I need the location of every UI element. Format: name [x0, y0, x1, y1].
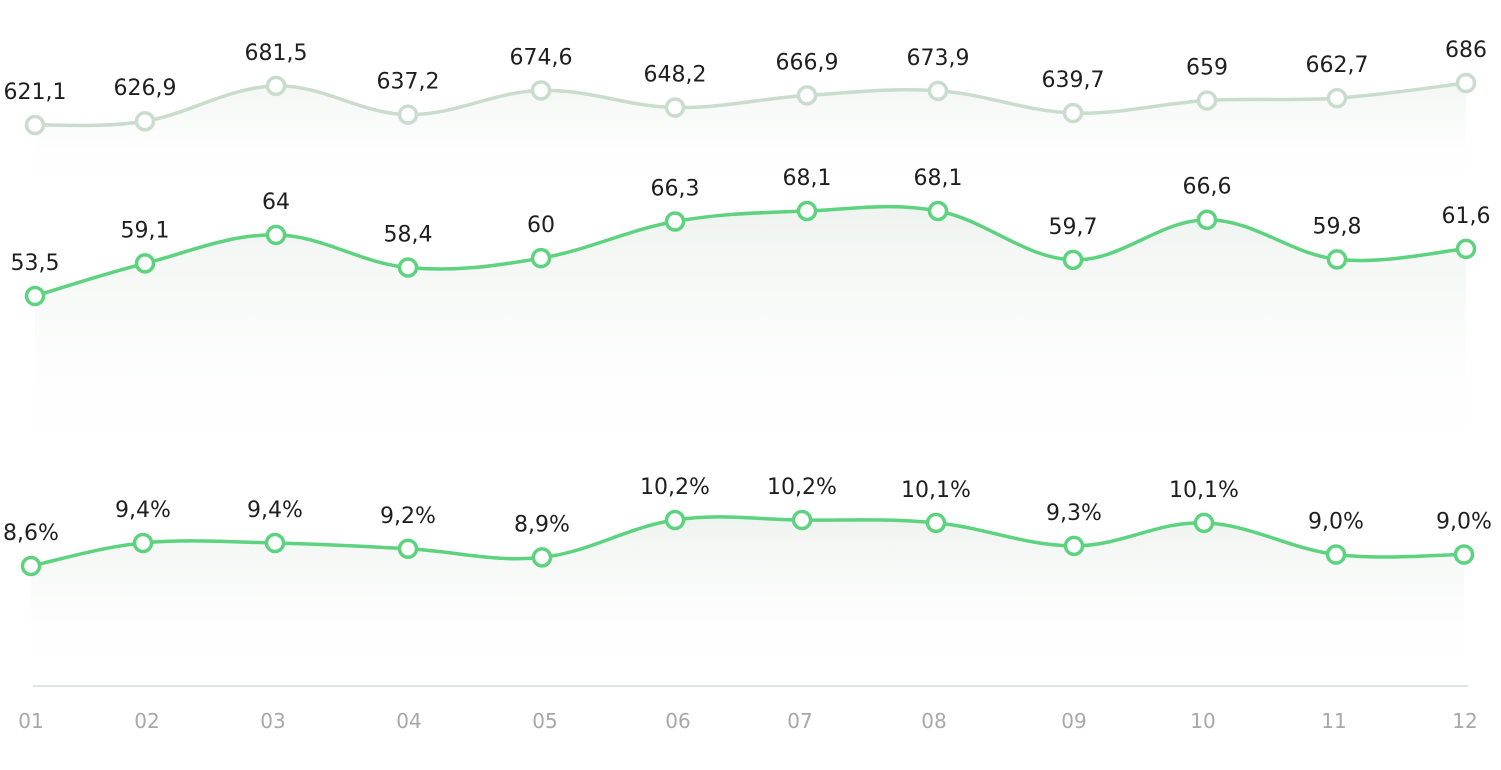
- series-1-data-label: 637,2: [377, 70, 440, 95]
- series-1-data-label: 662,7: [1306, 53, 1369, 78]
- series-2-area: [35, 206, 1466, 480]
- x-tick-label: 05: [532, 709, 557, 733]
- series-area-fills: [31, 83, 1466, 684]
- series-3-point: [132, 532, 154, 554]
- series-3-area: [31, 516, 1464, 684]
- series-1-point: [24, 114, 46, 136]
- x-tick-label: 01: [18, 709, 43, 733]
- series-1-data-label: 626,9: [114, 76, 177, 101]
- series-2-point: [1455, 238, 1477, 260]
- series-2-data-label: 68,1: [783, 166, 832, 191]
- series-1-point: [796, 85, 818, 106]
- series-1-point: [1062, 102, 1084, 124]
- series-2-point: [796, 200, 818, 222]
- series-3-data-label: 9,0%: [1436, 510, 1492, 535]
- series-2-point: [397, 257, 419, 278]
- series-1-data-label: 666,9: [776, 50, 839, 75]
- series-3-point: [531, 547, 553, 568]
- x-tick-label: 02: [134, 709, 159, 733]
- data-labels: 621,1 626,9 681,5 637,2 674,6 648,2 666,9 673,9…: [3, 38, 1492, 546]
- series-2-point: [530, 247, 552, 269]
- series-1-data-label: 681,5: [245, 41, 308, 66]
- series-3-point: [1325, 544, 1347, 565]
- x-tick-label: 04: [396, 709, 421, 733]
- series-3-point: [791, 509, 813, 531]
- series-2-point: [664, 211, 686, 232]
- series-2-point: [265, 224, 287, 246]
- series-3-point: [20, 555, 42, 577]
- series-2-data-label: 59,1: [121, 218, 170, 243]
- series-2-data-label: 59,8: [1313, 214, 1362, 239]
- series-3-data-label: 10,1%: [1169, 478, 1239, 503]
- series-2-data-label: 53,5: [11, 251, 60, 276]
- x-tick-label: 10: [1190, 709, 1215, 733]
- x-tick-label: 03: [260, 709, 285, 733]
- series-3-data-label: 8,9%: [514, 512, 570, 537]
- series-2-data-label: 61,6: [1442, 204, 1491, 229]
- series-2-point: [1062, 249, 1084, 271]
- series-3-data-label: 9,0%: [1308, 510, 1364, 535]
- series-3-data-label: 8,6%: [3, 521, 59, 546]
- series-1-point: [664, 97, 686, 118]
- series-1-data-label: 674,6: [510, 45, 573, 70]
- series-1-point: [134, 110, 156, 132]
- series-2-point: [1326, 249, 1348, 270]
- series-3-data-label: 9,2%: [380, 504, 436, 529]
- series-1-data-label: 621,1: [4, 80, 67, 105]
- series-1-point: [1326, 87, 1348, 109]
- x-tick-label: 11: [1321, 709, 1346, 733]
- series-3-point: [1063, 535, 1085, 557]
- series-3-data-label: 9,4%: [247, 498, 303, 523]
- x-tick-label: 06: [665, 709, 690, 733]
- x-tick-label: 12: [1452, 709, 1477, 733]
- series-3-point: [664, 509, 686, 531]
- series-1-point: [927, 80, 949, 102]
- series-2-data-label: 60: [527, 213, 555, 238]
- series-1-data-label: 673,9: [907, 46, 970, 71]
- series-3-point: [1453, 544, 1475, 565]
- x-tick-label: 09: [1061, 709, 1086, 733]
- series-2-point: [134, 253, 156, 274]
- series-3-point: [1193, 512, 1215, 534]
- series-3-data-label: 10,2%: [767, 475, 837, 500]
- series-1-data-label: 648,2: [644, 62, 707, 87]
- series-1-point: [530, 80, 552, 101]
- series-points: [20, 72, 1477, 577]
- series-3-data-label: 9,3%: [1046, 501, 1102, 526]
- series-1-data-label: 639,7: [1042, 68, 1105, 93]
- x-tick-label: 08: [921, 709, 946, 733]
- series-3-point: [264, 532, 286, 554]
- series-3-data-label: 10,1%: [901, 478, 971, 503]
- series-2-data-label: 58,4: [384, 222, 433, 247]
- series-2-point: [1196, 209, 1218, 230]
- series-3-data-label: 10,2%: [640, 475, 710, 500]
- series-2-data-label: 68,1: [914, 166, 963, 191]
- series-2-point: [927, 200, 949, 222]
- series-3-data-label: 9,4%: [115, 498, 171, 523]
- series-1-point: [1196, 90, 1218, 111]
- series-1-data-label: 659: [1186, 55, 1228, 80]
- series-3-point: [397, 538, 419, 559]
- series-2-data-label: 66,6: [1183, 175, 1232, 200]
- x-axis-ticks: 01 02 03 04 05 06 07 08 09 10 11 12: [18, 709, 1477, 733]
- series-3-point: [925, 512, 947, 534]
- series-1-point: [1455, 72, 1477, 94]
- series-1-point: [265, 75, 287, 97]
- series-1-point: [397, 104, 419, 125]
- series-1-data-label: 686: [1445, 38, 1487, 63]
- series-2-point: [24, 285, 46, 307]
- series-2-data-label: 66,3: [651, 176, 700, 201]
- x-tick-label: 07: [787, 709, 812, 733]
- vertical-drop-lines: [30, 83, 1467, 684]
- series-2-data-label: 59,7: [1049, 215, 1098, 240]
- series-2-data-label: 64: [262, 190, 290, 215]
